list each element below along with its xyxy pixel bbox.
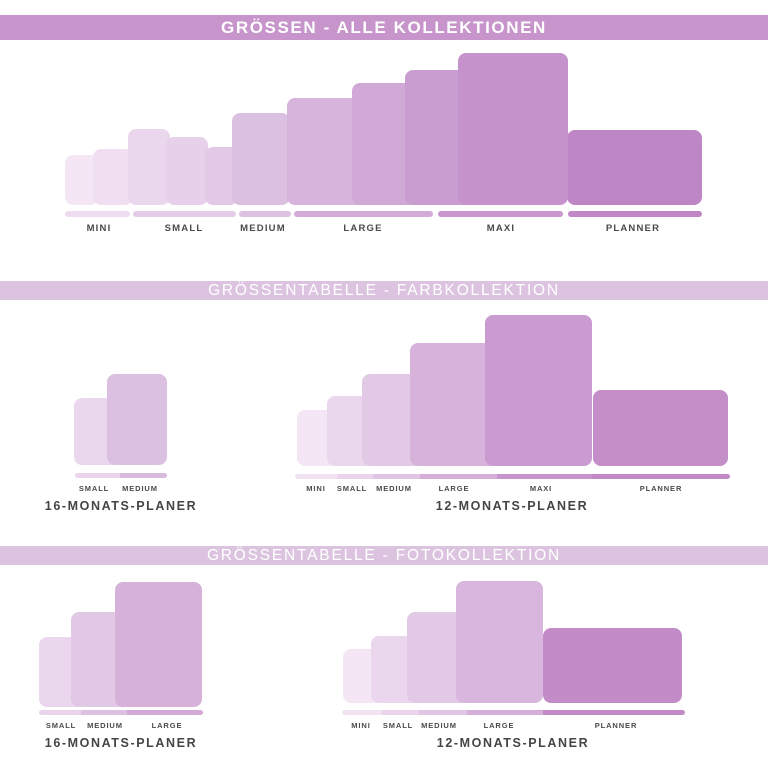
book-mini <box>93 149 133 205</box>
size-bar-planner <box>568 211 702 217</box>
group-title-16-monats-planer: 16-MONATS-PLANER <box>44 736 198 750</box>
book-planner <box>567 130 702 205</box>
size-bar-medium <box>373 474 420 479</box>
size-bar-mini <box>342 710 382 715</box>
book-maxi <box>458 53 568 205</box>
size-label-medium: MEDIUM <box>376 484 412 493</box>
size-bar-large <box>420 474 497 479</box>
size-bar-medium <box>239 211 291 217</box>
size-bar-medium <box>81 710 127 715</box>
size-bar-maxi <box>497 474 592 479</box>
size-label-mini: MINI <box>351 721 371 730</box>
book-planner <box>543 628 682 703</box>
size-bar-mini <box>295 474 337 479</box>
group-title-12-monats-planer: 12-MONATS-PLANER <box>435 499 589 513</box>
size-bar-maxi <box>438 211 563 217</box>
banner-groessen-alle-kollektionen: GRÖSSEN - ALLE KOLLEKTIONEN <box>0 15 768 40</box>
size-label-small: SMALL <box>336 484 368 493</box>
size-label-planner: PLANNER <box>594 721 638 730</box>
size-label-medium: MEDIUM <box>87 721 123 730</box>
size-bar-medium <box>120 473 167 478</box>
size-label-large: LARGE <box>438 484 470 493</box>
size-bar-planner <box>592 474 730 479</box>
size-bar-mini <box>65 211 130 217</box>
size-label-planner: PLANNER <box>605 223 661 234</box>
book-large <box>115 582 202 707</box>
book-medium <box>232 113 290 205</box>
size-label-large: LARGE <box>151 721 183 730</box>
size-label-maxi: MAXI <box>529 484 553 493</box>
size-bar-small <box>75 473 120 478</box>
book-large <box>410 343 498 466</box>
book-maxi <box>485 315 592 466</box>
size-label-medium: MEDIUM <box>421 721 457 730</box>
banner-groessentabelle-fotokollektion: GRÖSSENTABELLE - FOTOKOLLEKTION <box>0 546 768 565</box>
size-label-small: SMALL <box>382 721 414 730</box>
size-label-mini: MINI <box>86 223 112 234</box>
book-small <box>166 137 208 205</box>
size-label-medium: MEDIUM <box>240 223 286 234</box>
size-bar-medium <box>419 710 467 715</box>
size-bar-large <box>467 710 543 715</box>
size-label-small: SMALL <box>45 721 77 730</box>
book-planner <box>593 390 728 466</box>
size-bar-small <box>39 710 81 715</box>
size-label-large: LARGE <box>343 223 383 234</box>
size-bar-small <box>382 710 419 715</box>
book-small <box>128 129 170 205</box>
size-bar-large <box>127 710 203 715</box>
banner-groessentabelle-farbkollektion: GRÖSSENTABELLE - FARBKOLLEKTION <box>0 281 768 300</box>
size-bar-small <box>133 211 236 217</box>
book-large <box>287 98 364 205</box>
size-label-large: LARGE <box>483 721 515 730</box>
size-label-maxi: MAXI <box>486 223 516 234</box>
group-title-12-monats-planer: 12-MONATS-PLANER <box>436 736 590 750</box>
size-bar-small <box>337 474 373 479</box>
size-label-planner: PLANNER <box>639 484 683 493</box>
book-medium <box>107 374 167 465</box>
size-bar-large <box>294 211 433 217</box>
size-label-small: SMALL <box>78 484 110 493</box>
size-bar-planner <box>543 710 685 715</box>
size-label-medium: MEDIUM <box>122 484 158 493</box>
size-label-mini: MINI <box>306 484 326 493</box>
group-title-16-monats-planer: 16-MONATS-PLANER <box>44 499 198 513</box>
size-label-small: SMALL <box>164 223 204 234</box>
book-large <box>456 581 543 703</box>
